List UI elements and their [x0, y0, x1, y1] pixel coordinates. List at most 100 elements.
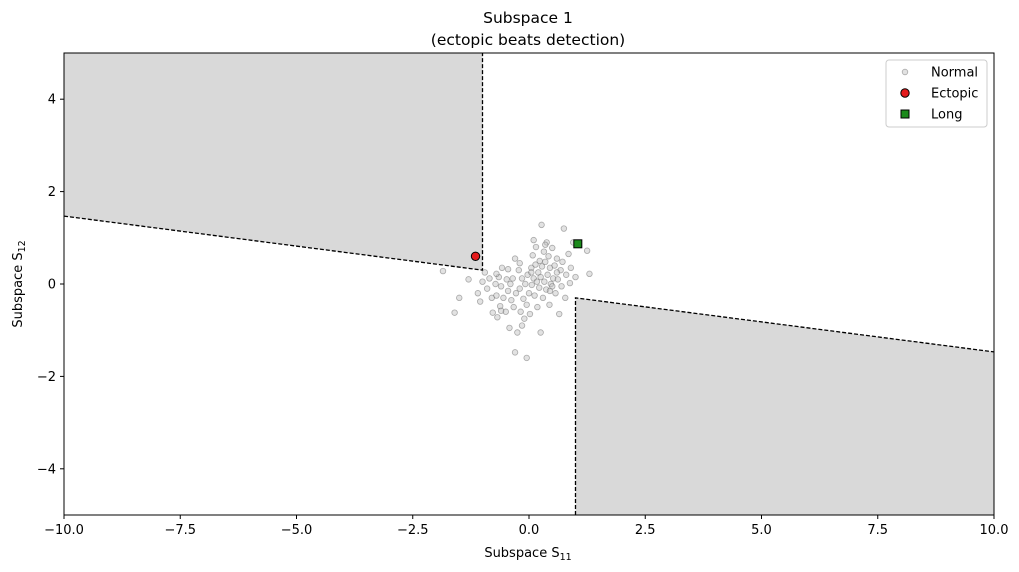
normal-point [566, 279, 574, 287]
normal-point [509, 275, 516, 282]
normal-point [559, 258, 566, 266]
normal-point [567, 264, 575, 272]
normal-point [572, 273, 579, 281]
normal-point [516, 285, 523, 292]
normal-point [494, 314, 501, 321]
x-tick-label: −2.5 [397, 523, 429, 538]
ectopic-point [470, 251, 481, 261]
normal-point [562, 294, 569, 302]
normal-point [511, 349, 519, 356]
normal-point [528, 281, 535, 289]
x-tick-label: −10.0 [44, 523, 84, 538]
normal-point [481, 269, 489, 276]
normal-point [533, 278, 541, 285]
boundary-upper-left [63, 53, 484, 271]
normal-point [525, 290, 533, 297]
y-tick-label: 0 [48, 278, 56, 293]
normal-point [560, 225, 568, 232]
y-tick-label: 2 [48, 185, 56, 200]
normal-point [474, 290, 482, 297]
normal-point [504, 266, 512, 273]
legend-marker-ectopic [900, 88, 910, 98]
normal-point [546, 264, 554, 272]
normal-point [520, 295, 527, 302]
normal-point [529, 252, 536, 259]
normal-point [551, 262, 558, 269]
y-tick-label: 4 [48, 93, 56, 108]
normal-point [535, 269, 542, 276]
normal-point [489, 309, 496, 316]
chart-title: Subspace 1 [483, 9, 573, 27]
normal-point [542, 241, 549, 248]
normal-point [506, 324, 513, 332]
normal-point [554, 276, 562, 283]
normal-point [456, 294, 463, 302]
normal-point [503, 276, 510, 283]
normal-point [586, 270, 593, 278]
normal-point [497, 307, 505, 314]
normal-point [522, 280, 529, 288]
normal-point [541, 278, 548, 285]
normal-point [521, 315, 528, 322]
normal-point [507, 280, 514, 288]
normal-point [492, 280, 499, 288]
normal-point [515, 266, 522, 274]
normal-point [537, 273, 544, 281]
normal-point [528, 269, 535, 276]
normal-point [451, 309, 458, 316]
normal-point [531, 292, 538, 299]
x-tick-label: 7.5 [867, 523, 888, 538]
normal-point [493, 292, 500, 299]
boundary-lower-right [574, 297, 995, 515]
x-tick-label: −5.0 [281, 523, 313, 538]
normal-point [514, 329, 521, 336]
normal-point [532, 243, 540, 251]
normal-point [538, 221, 545, 229]
normal-point [553, 255, 561, 262]
normal-point [565, 250, 572, 258]
normal-point [583, 247, 591, 254]
normal-point [502, 308, 509, 315]
normal-point [476, 298, 484, 305]
normal-point [544, 271, 551, 278]
normal-point [563, 271, 570, 278]
y-tick-label: −4 [37, 462, 56, 477]
normal-point [556, 310, 563, 318]
normal-point [543, 286, 550, 293]
normal-point [518, 275, 526, 282]
normal-point [517, 308, 524, 315]
normal-point [486, 275, 493, 282]
legend-box [885, 59, 988, 128]
normal-point [558, 283, 565, 290]
normal-point [536, 257, 543, 265]
normal-point [497, 283, 505, 290]
normal-point [536, 284, 543, 291]
normal-point [538, 263, 546, 270]
x-axis-label: Subspace S11 [484, 546, 571, 563]
x-tick-label: 2.5 [635, 523, 656, 538]
y-tick-label: −2 [37, 370, 56, 385]
legend: Normal Ectopic Long [885, 59, 988, 128]
legend-marker-normal [901, 68, 909, 76]
x-tick-label: 10.0 [980, 523, 1009, 538]
normal-point [523, 354, 530, 362]
legend-label-long: Long [931, 108, 962, 123]
normal-point [552, 290, 559, 297]
normal-point [511, 255, 519, 262]
normal-point [532, 261, 539, 268]
normal-point [523, 301, 530, 308]
normal-point [510, 303, 517, 311]
normal-point [495, 273, 502, 281]
x-tick-label: 5.0 [751, 523, 772, 538]
normal-point [526, 310, 534, 318]
ectopic-region-lower-right [575, 297, 994, 515]
normal-point [537, 329, 544, 336]
plot-area: −10.0 −7.5 −5.0 −2.5 0.0 2.5 5.0 7.5 10.0 −4 −2 0 2 4 [37, 52, 1009, 538]
normal-point [504, 287, 512, 295]
normal-point [530, 236, 537, 244]
normal-point [508, 296, 515, 304]
x-tick-label: −7.5 [164, 523, 196, 538]
normal-point [549, 283, 556, 290]
normal-point [542, 258, 549, 266]
x-tick-label: 0.0 [519, 523, 540, 538]
